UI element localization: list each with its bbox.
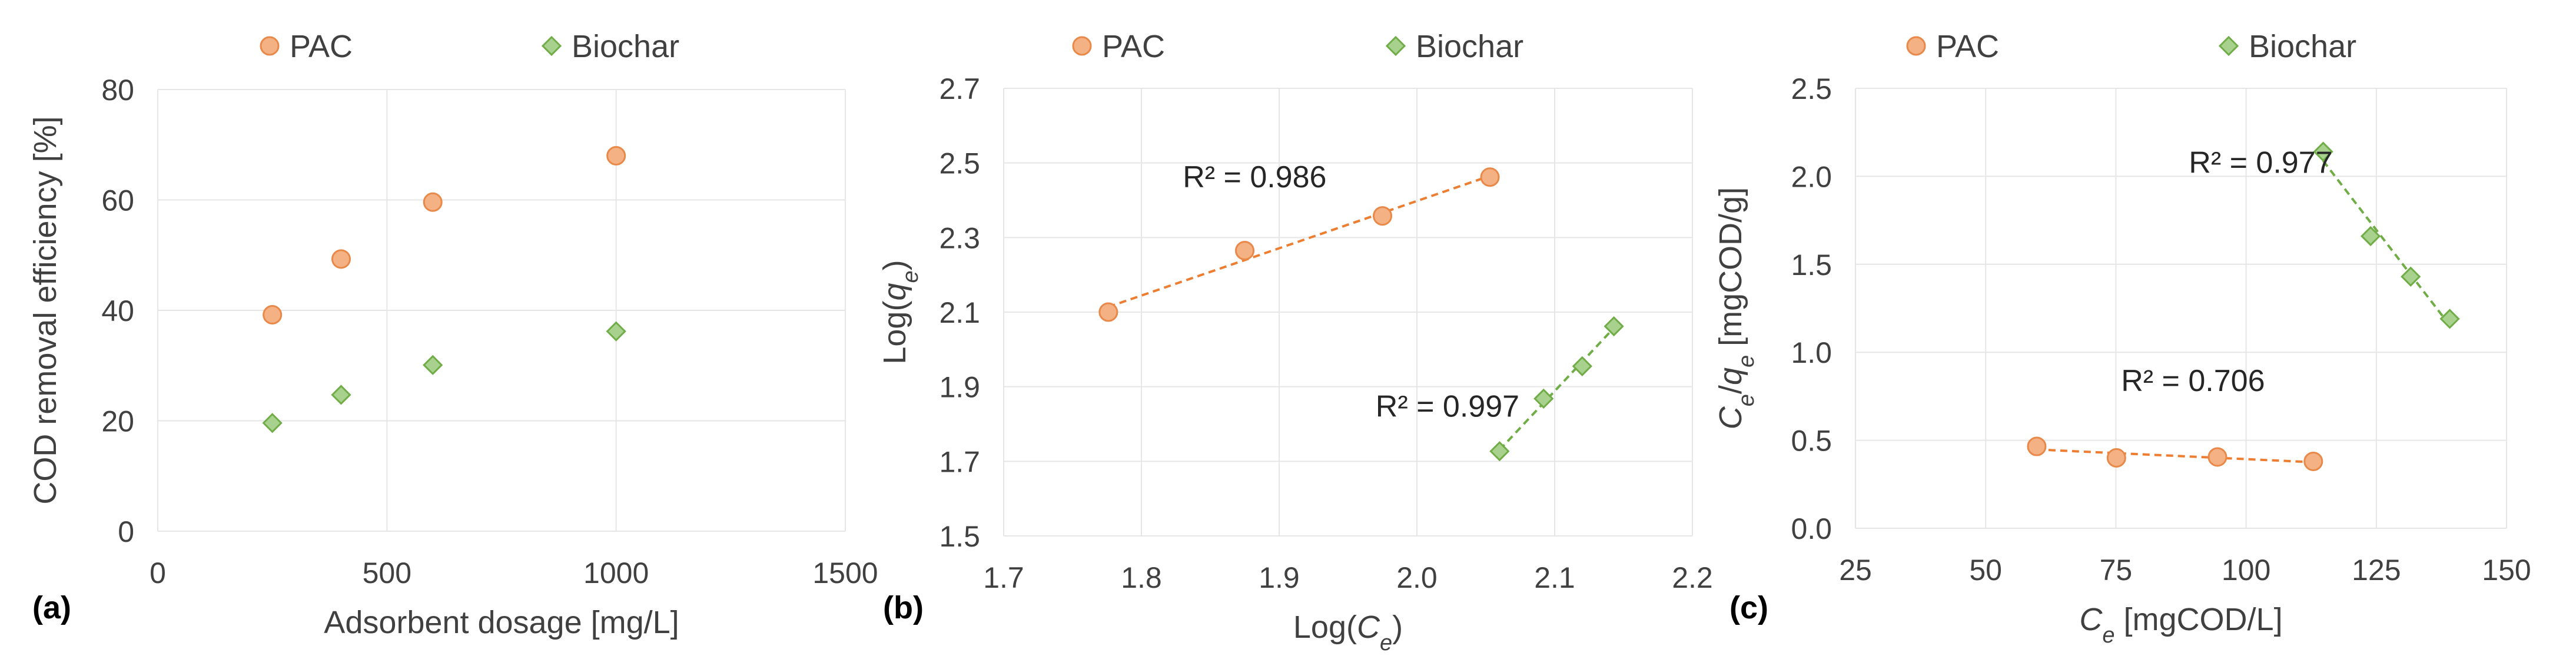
x-tick-label: 2.2	[1672, 561, 1713, 594]
legend-label-biochar: Biochar	[572, 29, 679, 64]
x-tick-label: 1000	[583, 557, 649, 589]
data-point-pac	[2106, 448, 2126, 468]
chart-c: 25 50 75 100 125 150 0.0 0.5 1.0 1.5 2.0 2.5 Ce [mgC…	[1713, 29, 2531, 648]
legend-label-biochar: Biochar	[2249, 29, 2356, 64]
y-axis-label: COD removal efficiency [%]	[28, 116, 63, 504]
x-tick-label: 1500	[812, 557, 878, 589]
data-point-biochar	[2313, 141, 2333, 162]
r2-label-pac: R² = 0.706	[2121, 364, 2265, 398]
y-tick-label: 1.5	[1791, 249, 1832, 281]
y-tick-label: 40	[101, 294, 134, 327]
trendline-biochar	[1498, 327, 1615, 451]
legend-label-pac: PAC	[290, 29, 353, 64]
data-point-biochar	[1572, 356, 1592, 376]
r2-label-biochar: R² = 0.977	[2189, 145, 2332, 180]
y-tick-label: 0	[118, 515, 134, 548]
legend-label-biochar: Biochar	[1416, 29, 1523, 64]
y-tick-label: 2.3	[939, 221, 980, 254]
data-point-biochar	[2401, 266, 2421, 287]
data-point-pac	[2303, 451, 2323, 471]
data-point-pac	[331, 249, 351, 269]
legend-label-pac: PAC	[1102, 29, 1165, 64]
data-point-pac	[1235, 241, 1254, 260]
x-tick-label: 0	[150, 557, 166, 589]
x-axis-label: Log(Ce)	[1293, 610, 1403, 655]
y-axis-label: Ce/qe [mgCOD/g]	[1713, 187, 1759, 429]
x-tick-label: 1.9	[1259, 561, 1300, 594]
data-point-pac	[1480, 167, 1500, 187]
legend-marker-biochar	[1385, 35, 1406, 57]
data-point-pac	[263, 305, 283, 324]
y-tick-label: 0.0	[1791, 512, 1832, 545]
r2-label-biochar: R² = 0.997	[1376, 389, 1519, 423]
trendline-pac	[2036, 448, 2313, 463]
x-tick-label: 2.0	[1396, 561, 1438, 594]
x-tick-label: 25	[1839, 554, 1872, 587]
data-point-biochar	[1604, 316, 1624, 337]
x-axis-label: Ce [mgCOD/L]	[2079, 602, 2282, 648]
y-axis-label: Log(qe)	[877, 260, 923, 364]
data-point-pac	[1373, 206, 1392, 226]
data-point-biochar	[262, 413, 283, 433]
trendline-biochar	[2322, 160, 2451, 326]
y-tick-label: 2.5	[1791, 72, 1832, 105]
data-point-pac	[606, 146, 626, 165]
chart-a: 0 500 1000 1500 0 20 40 60 80 Adsorbent dosage [m…	[28, 29, 878, 640]
y-tick-label: 2.0	[1791, 160, 1832, 193]
legend-marker-pac	[260, 36, 280, 56]
y-tick-label: 2.1	[939, 296, 980, 329]
data-point-pac	[2207, 447, 2228, 467]
x-tick-label: 500	[363, 557, 411, 589]
x-tick-label: 2.1	[1534, 561, 1575, 594]
data-point-biochar	[2439, 309, 2460, 329]
x-tick-label: 1.8	[1121, 561, 1162, 594]
legend-marker-pac	[1906, 36, 1926, 56]
panel-label: (c)	[1729, 590, 1768, 625]
data-point-biochar	[423, 355, 443, 375]
y-tick-label: 2.7	[939, 72, 980, 105]
legend-marker-pac	[1072, 36, 1092, 56]
x-tick-label: 150	[2482, 554, 2531, 587]
x-tick-label: 1.7	[983, 561, 1024, 594]
x-axis-label: Adsorbent dosage [mg/L]	[324, 605, 679, 640]
y-tick-label: 1.5	[939, 520, 980, 553]
x-tick-label: 125	[2352, 554, 2401, 587]
trendline-pac	[1108, 174, 1491, 309]
y-tick-label: 20	[101, 405, 134, 438]
data-point-pac	[423, 192, 443, 212]
y-tick-label: 0.5	[1791, 425, 1832, 458]
panel-label: (b)	[883, 590, 924, 625]
y-tick-label: 80	[101, 74, 134, 107]
y-tick-label: 1.9	[939, 371, 980, 404]
panel-label: (a)	[32, 590, 71, 625]
data-point-pac	[2027, 436, 2047, 456]
x-tick-label: 75	[2100, 554, 2133, 587]
y-tick-label: 2.5	[939, 147, 980, 180]
data-point-pac	[1098, 302, 1118, 322]
r2-label-pac: R² = 0.986	[1183, 160, 1326, 194]
y-tick-label: 60	[101, 184, 134, 217]
data-point-biochar	[331, 385, 351, 405]
x-tick-label: 50	[1969, 554, 2002, 587]
data-point-biochar	[606, 321, 626, 342]
data-point-biochar	[2360, 226, 2381, 247]
x-tick-label: 100	[2222, 554, 2270, 587]
y-tick-label: 1.0	[1791, 336, 1832, 369]
legend-marker-biochar	[541, 35, 562, 57]
data-point-biochar	[1489, 441, 1510, 462]
legend-label-pac: PAC	[1936, 29, 1999, 64]
data-point-biochar	[1533, 388, 1554, 409]
y-tick-label: 1.7	[939, 445, 980, 478]
legend-marker-biochar	[2218, 35, 2239, 57]
chart-b: 1.7 1.8 1.9 2.0 2.1 2.21.51.71.92.12.32.52.7L…	[877, 29, 1713, 655]
